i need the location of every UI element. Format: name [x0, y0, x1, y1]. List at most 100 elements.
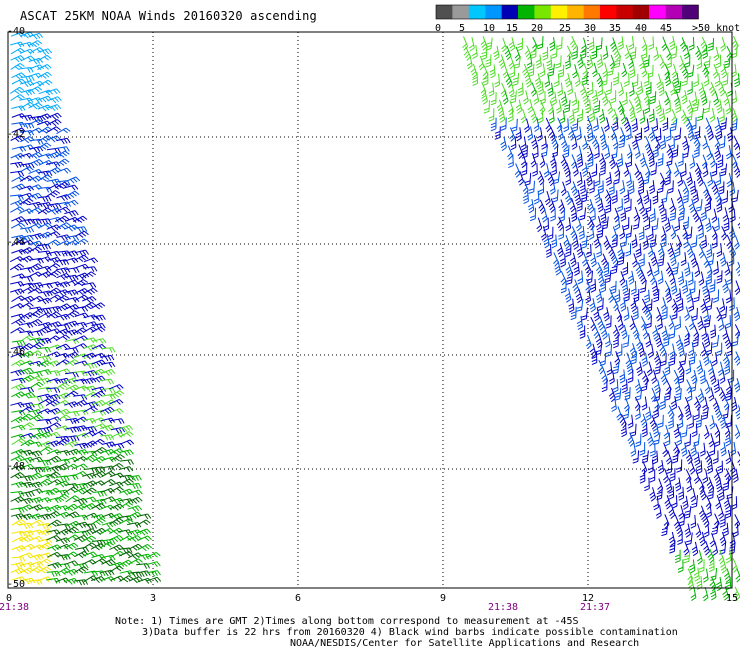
wind-barb [20, 136, 35, 144]
wind-barb [649, 442, 656, 457]
wind-barb [11, 424, 26, 431]
wind-barb [91, 430, 107, 437]
wind-barb [613, 296, 619, 312]
wind-barb [569, 35, 578, 51]
wind-barb [645, 406, 652, 421]
wind-barb [11, 175, 26, 182]
wind-barb [700, 235, 707, 249]
wind-barb [591, 351, 598, 366]
wind-barb [641, 298, 648, 314]
wind-barb [641, 450, 649, 464]
wind-barb [27, 40, 43, 48]
wind-barb [549, 180, 556, 195]
wind-barb [109, 527, 124, 535]
wind-barb [19, 185, 34, 192]
wind-barb [146, 551, 161, 559]
wind-barb [712, 397, 720, 413]
wind-barb [633, 91, 641, 107]
wind-barb [684, 397, 691, 412]
color-scale-swatch [501, 5, 519, 19]
wind-barb [677, 298, 684, 313]
wind-barb [118, 551, 134, 557]
wind-barb [11, 409, 26, 416]
wind-barb [628, 36, 635, 51]
wind-barb [581, 162, 589, 177]
wind-barb [645, 81, 652, 96]
wind-barb [591, 89, 599, 105]
wind-barb [716, 576, 723, 592]
wind-barb [73, 399, 88, 407]
wind-barb [83, 406, 98, 413]
wind-barb [620, 233, 628, 248]
wind-barb [700, 342, 707, 357]
wind-barb [74, 482, 89, 490]
wind-barb [56, 137, 71, 145]
wind-barb [629, 64, 636, 79]
wind-barb [493, 45, 500, 61]
wind-barb [670, 280, 678, 295]
wind-barb [550, 207, 556, 222]
wind-barb [65, 297, 80, 303]
wind-barb [83, 454, 98, 462]
wind-barb [19, 234, 34, 242]
wind-barb [100, 576, 116, 582]
wind-barb [677, 405, 684, 421]
wind-barb [716, 243, 723, 258]
wind-barb [127, 535, 142, 543]
wind-barb [715, 54, 722, 69]
wind-barb [701, 44, 708, 59]
wind-barb [653, 46, 660, 61]
wind-barb [38, 170, 53, 177]
wind-barb [649, 208, 656, 223]
wind-barb [110, 443, 125, 449]
wind-barb [715, 478, 723, 493]
wind-barb [668, 531, 676, 547]
wind-barb [722, 207, 729, 222]
wind-barb [11, 536, 27, 543]
wind-barb [545, 117, 552, 133]
wind-barb [664, 71, 671, 87]
wind-barb [644, 477, 650, 492]
wind-barb [690, 514, 697, 529]
wind-barb [136, 519, 151, 527]
wind-barb [682, 216, 689, 230]
wind-barb [627, 432, 635, 447]
wind-barb [511, 118, 518, 132]
wind-barb [20, 391, 36, 399]
wind-barb [510, 90, 517, 104]
wind-barb [10, 152, 25, 160]
wind-barb [10, 55, 25, 63]
latitude-label: -40 [7, 26, 26, 37]
wind-barb [639, 199, 645, 215]
wind-barb [500, 136, 507, 152]
wind-barb [629, 107, 636, 123]
color-scale-swatch [665, 5, 683, 19]
wind-barb [566, 45, 573, 60]
wind-barb [660, 352, 667, 367]
wind-barb [699, 370, 706, 385]
wind-barb [10, 222, 26, 229]
wind-barb [667, 242, 675, 258]
wind-barb [73, 279, 88, 287]
wind-barb [74, 254, 89, 262]
wind-barb [536, 217, 543, 233]
wind-barb [56, 234, 71, 241]
wind-barb [91, 455, 107, 464]
wind-barb [520, 153, 527, 169]
wind-barb [678, 199, 685, 214]
wind-barb [639, 469, 646, 484]
wind-barb [19, 276, 34, 282]
wind-barb [718, 181, 725, 195]
wind-barb [688, 198, 696, 213]
wind-speed-color-scale: 0 5 10 15 20 25 30 35 40 45 >50 knots [435, 4, 740, 34]
wind-barb [733, 306, 740, 322]
wind-barb [118, 501, 133, 509]
wind-barb [652, 450, 659, 465]
longitude-label: 6 [294, 593, 302, 604]
wind-barb [623, 73, 630, 87]
wind-barb [581, 135, 588, 150]
wind-barb [91, 517, 106, 526]
wind-barb [649, 487, 656, 502]
wind-barb [728, 198, 735, 213]
wind-barb [597, 316, 605, 331]
